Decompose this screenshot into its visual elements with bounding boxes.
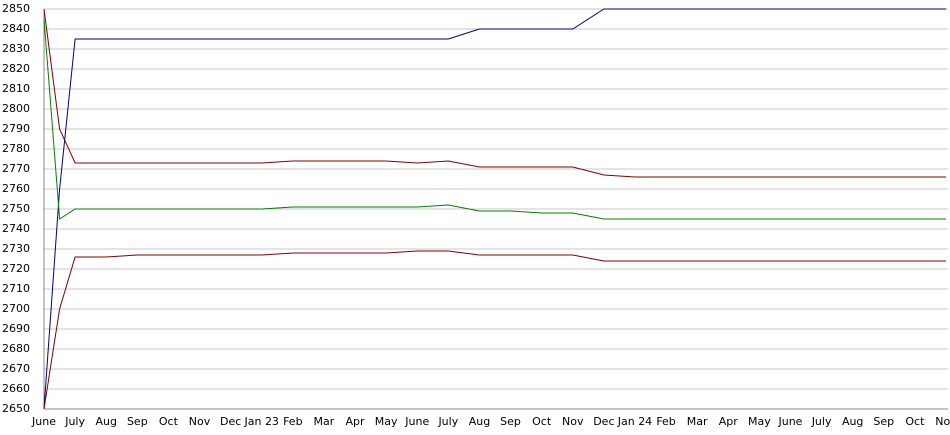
y-tick-label: 2840 — [2, 22, 30, 35]
x-tick-label: May — [748, 415, 771, 428]
y-tick-label: 2650 — [2, 402, 30, 415]
x-tick-label: July — [437, 415, 458, 428]
y-tick-label: 2770 — [2, 162, 30, 175]
x-tick-label: Mar — [314, 415, 335, 428]
x-tick-label: Aug — [95, 415, 116, 428]
series-line — [43, 250, 946, 410]
x-tick-label: Nov — [935, 415, 950, 428]
y-tick-label: 2820 — [2, 62, 30, 75]
x-tick-label: July — [811, 415, 832, 428]
x-tick-label: Sep — [873, 415, 894, 428]
x-tick-label: June — [777, 415, 802, 428]
y-tick-label: 2800 — [2, 102, 30, 115]
x-tick-label: June — [31, 415, 56, 428]
x-tick-label: Aug — [842, 415, 863, 428]
y-tick-label: 2750 — [2, 202, 30, 215]
y-tick-label: 2740 — [2, 222, 30, 235]
x-tick-label: Jan 24 — [617, 415, 652, 428]
x-tick-label: May — [375, 415, 398, 428]
x-tick-label: Jan 23 — [243, 415, 278, 428]
x-tick-label: Feb — [656, 415, 675, 428]
x-tick-label: Apr — [346, 415, 366, 428]
x-tick-label: Dec — [593, 415, 614, 428]
series-line — [43, 8, 946, 410]
y-tick-label: 2670 — [2, 362, 30, 375]
x-tick-label: Oct — [159, 415, 179, 428]
x-tick-label: Nov — [189, 415, 211, 428]
y-tick-label: 2700 — [2, 302, 30, 315]
x-tick-label: Mar — [687, 415, 708, 428]
y-tick-label: 2790 — [2, 122, 30, 135]
x-tick-label: Sep — [127, 415, 148, 428]
y-tick-label: 2710 — [2, 282, 30, 295]
y-tick-label: 2720 — [2, 262, 30, 275]
x-tick-label: July — [64, 415, 85, 428]
y-tick-label: 2760 — [2, 182, 30, 195]
x-tick-label: Oct — [905, 415, 925, 428]
y-tick-label: 2730 — [2, 242, 30, 255]
y-tick-label: 2830 — [2, 42, 30, 55]
x-tick-label: Aug — [469, 415, 490, 428]
x-tick-label: Feb — [283, 415, 302, 428]
x-tick-label: June — [404, 415, 429, 428]
series-line — [43, 18, 946, 220]
y-tick-label: 2780 — [2, 142, 30, 155]
x-tick-label: Sep — [500, 415, 521, 428]
y-tick-label: 2810 — [2, 82, 30, 95]
x-tick-label: Oct — [532, 415, 552, 428]
y-tick-label: 2690 — [2, 322, 30, 335]
y-tick-label: 2660 — [2, 382, 30, 395]
x-tick-label: Nov — [562, 415, 584, 428]
x-tick-label: Apr — [719, 415, 739, 428]
y-tick-label: 2680 — [2, 342, 30, 355]
series-line — [43, 8, 946, 178]
y-tick-label: 2850 — [2, 2, 30, 15]
x-tick-label: Dec — [220, 415, 241, 428]
